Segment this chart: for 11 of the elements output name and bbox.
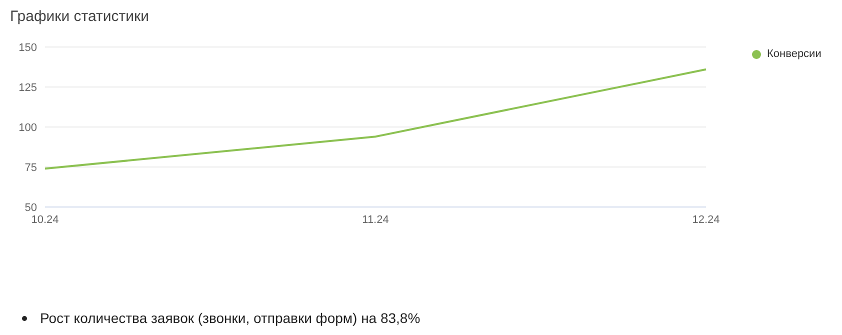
chart-title: Графики статистики <box>10 8 149 25</box>
y-tick-label: 150 <box>18 42 37 54</box>
x-tick-label: 12.24 <box>692 214 720 226</box>
x-tick-label: 10.24 <box>31 214 59 226</box>
legend-label: Конверсии <box>767 48 822 60</box>
y-tick-label: 50 <box>24 202 37 214</box>
y-tick-label: 75 <box>24 162 37 174</box>
x-tick-label: 11.24 <box>362 214 389 226</box>
text: Рост количества заявок (звонки, отправки форм) на 83,8% <box>40 310 420 326</box>
y-tick-label: 100 <box>18 122 37 134</box>
y-tick-label: 125 <box>18 82 37 94</box>
